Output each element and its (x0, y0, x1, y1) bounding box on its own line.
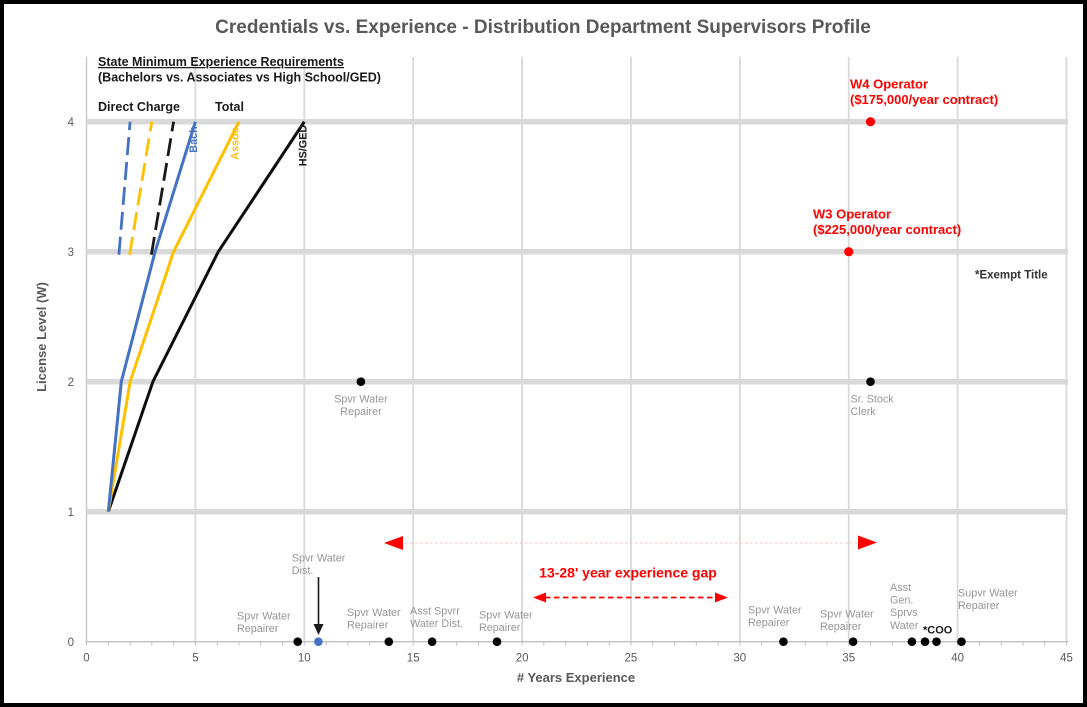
svg-text:($175,000/year contract): ($175,000/year contract) (850, 92, 998, 107)
svg-text:Spvr Water: Spvr Water (479, 610, 533, 622)
svg-text:13-28' year experience gap: 13-28' year experience gap (539, 565, 717, 581)
svg-text:Assoc: Assoc (230, 127, 242, 159)
svg-text:2: 2 (68, 377, 74, 389)
svg-text:0: 0 (83, 653, 89, 665)
svg-text:Sprvs: Sprvs (890, 607, 918, 619)
svg-text:15: 15 (407, 653, 420, 665)
svg-text:Spvr Water: Spvr Water (292, 553, 346, 565)
svg-text:State Minimum Experience Requi: State Minimum Experience Requirements (98, 55, 344, 69)
svg-text:Water: Water (890, 620, 919, 632)
svg-text:Clerk: Clerk (851, 406, 877, 418)
svg-text:Spvr Water: Spvr Water (237, 611, 291, 623)
svg-text:1: 1 (68, 507, 74, 519)
svg-text:4: 4 (68, 117, 75, 129)
svg-text:Spvr Water: Spvr Water (820, 609, 874, 621)
svg-text:W4 Operator: W4 Operator (850, 77, 928, 92)
svg-text:Water Dist.: Water Dist. (410, 618, 463, 630)
svg-text:0: 0 (68, 637, 74, 649)
svg-text:Spvr Water: Spvr Water (334, 394, 388, 406)
svg-text:30: 30 (733, 653, 746, 665)
svg-text:5: 5 (192, 653, 198, 665)
svg-text:35: 35 (842, 653, 855, 665)
svg-text:Repairer: Repairer (820, 621, 862, 633)
svg-text:HS/GED: HS/GED (298, 125, 310, 167)
svg-text:45: 45 (1060, 653, 1073, 665)
svg-text:Credentials vs. Experience - D: Credentials vs. Experience - Distributio… (215, 17, 871, 38)
svg-text:Bach: Bach (188, 126, 200, 152)
svg-text:*COO: *COO (923, 625, 953, 637)
svg-text:Dist.: Dist. (292, 565, 314, 577)
svg-text:Spvr Water: Spvr Water (748, 605, 802, 617)
svg-text:Sr. Stock: Sr. Stock (851, 394, 895, 406)
svg-text:Repairer: Repairer (237, 623, 279, 635)
svg-text:($225,000/year contract): ($225,000/year contract) (813, 222, 961, 237)
svg-text:25: 25 (625, 653, 638, 665)
svg-text:Repairer: Repairer (340, 406, 382, 418)
svg-text:Asst Spvrr: Asst Spvrr (410, 606, 460, 618)
svg-text:40: 40 (951, 653, 964, 665)
svg-text:(Bachelors vs. Associates vs H: (Bachelors vs. Associates vs High School… (98, 71, 381, 85)
svg-text:Repairer: Repairer (748, 617, 790, 629)
svg-text:Repairer: Repairer (958, 600, 1000, 612)
svg-text:*Exempt Title: *Exempt Title (975, 270, 1048, 282)
svg-text:20: 20 (516, 653, 529, 665)
svg-text:Repairer: Repairer (347, 620, 389, 632)
svg-text:10: 10 (298, 653, 311, 665)
svg-text:Spvr Water: Spvr Water (347, 607, 401, 619)
svg-text:Gen.: Gen. (890, 595, 913, 607)
svg-text:Total: Total (215, 100, 244, 114)
svg-text:3: 3 (68, 247, 74, 259)
svg-text:W3 Operator: W3 Operator (813, 207, 891, 222)
svg-text:Direct Charge: Direct Charge (98, 100, 180, 114)
svg-text:Asst: Asst (890, 582, 911, 594)
svg-text:Supvr Water: Supvr Water (958, 588, 1018, 600)
svg-text:# Years Experience: # Years Experience (517, 670, 635, 685)
svg-text:License Level (W): License Level (W) (34, 282, 49, 392)
svg-text:Repairer: Repairer (479, 622, 521, 634)
